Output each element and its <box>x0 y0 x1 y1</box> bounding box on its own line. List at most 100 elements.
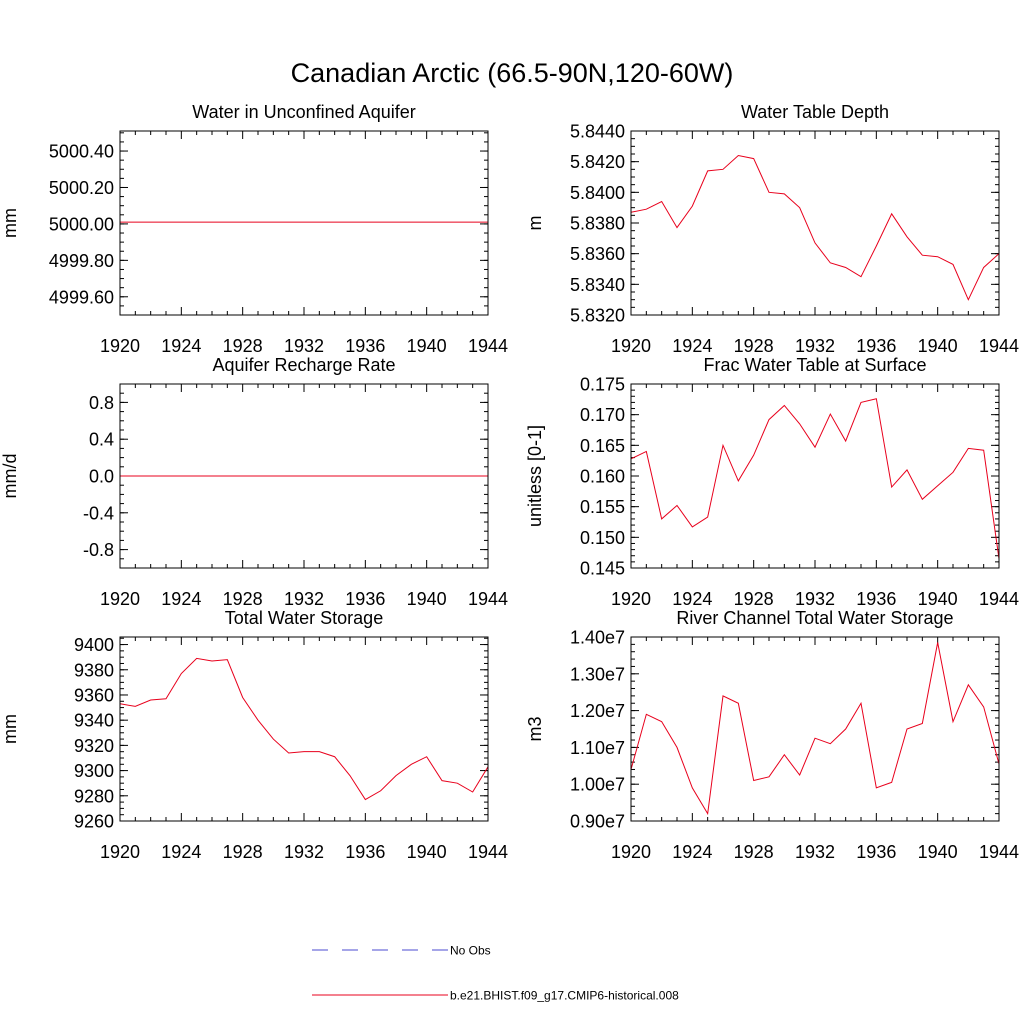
y-tick-label: 0.155 <box>580 497 625 517</box>
y-tick-label: 4999.60 <box>49 287 114 307</box>
x-tick-label: 1944 <box>468 842 508 862</box>
y-tick-label: 5.8340 <box>570 275 625 295</box>
y-tick-label: 0.8 <box>89 393 114 413</box>
y-tick-label: 1.30e7 <box>570 664 625 684</box>
plot-frame <box>119 130 489 316</box>
chart-panel: Water Table Depth m 5.8320 5.8340 5.8360 5.83… <box>525 102 1019 356</box>
y-tick-label: 9300 <box>74 761 114 781</box>
y-axis-label: m3 <box>525 716 545 741</box>
x-tick-label: 1940 <box>918 589 958 609</box>
y-tick-label: 5000.40 <box>49 142 114 162</box>
x-tick-label: 1940 <box>407 589 447 609</box>
y-tick-label: 5000.20 <box>49 178 114 198</box>
x-tick-label: 1924 <box>161 336 201 356</box>
x-tick-label: 1924 <box>161 589 201 609</box>
chart-title: Aquifer Recharge Rate <box>212 355 395 375</box>
y-tick-label: -0.8 <box>83 540 114 560</box>
x-tick-label: 1928 <box>223 842 263 862</box>
x-tick-label: 1936 <box>345 842 385 862</box>
x-tick-label: 1940 <box>918 842 958 862</box>
y-tick-label: 0.150 <box>580 528 625 548</box>
x-tick-label: 1920 <box>100 589 140 609</box>
x-tick-label: 1940 <box>918 336 958 356</box>
plot-frame <box>630 383 1000 569</box>
x-tick-label: 1928 <box>734 336 774 356</box>
x-tick-label: 1936 <box>856 842 896 862</box>
x-tick-label: 1920 <box>611 336 651 356</box>
y-axis-label: mm <box>0 208 20 238</box>
x-tick-label: 1920 <box>611 589 651 609</box>
plot-frame <box>119 383 489 569</box>
chart-panel: Total Water Storage mm 9260 9280 9300 9320 934… <box>0 608 508 862</box>
panels: Water in Unconfined Aquifer mm 4999.60 4999… <box>0 102 1019 862</box>
x-tick-label: 1936 <box>856 589 896 609</box>
y-tick-label: -0.4 <box>83 503 114 523</box>
x-tick-label: 1944 <box>979 589 1019 609</box>
x-tick-label: 1928 <box>223 336 263 356</box>
chart-panel: Aquifer Recharge Rate mm/d -0.8 -0.4 0.0 0.4 0… <box>0 355 508 609</box>
x-tick-label: 1944 <box>979 842 1019 862</box>
chart-title: River Channel Total Water Storage <box>676 608 953 628</box>
plot-frame <box>630 636 1000 822</box>
y-tick-label: 1.20e7 <box>570 701 625 721</box>
y-tick-label: 0.170 <box>580 405 625 425</box>
y-tick-label: 9360 <box>74 685 114 705</box>
y-axis-label: unitless [0-1] <box>525 425 545 527</box>
x-tick-label: 1924 <box>161 842 201 862</box>
chart-title: Frac Water Table at Surface <box>703 355 926 375</box>
chart-panel: Frac Water Table at Surface unitless [0-1… <box>525 355 1019 609</box>
x-tick-label: 1928 <box>734 589 774 609</box>
x-tick-label: 1936 <box>345 336 385 356</box>
x-tick-label: 1924 <box>672 336 712 356</box>
x-tick-label: 1920 <box>611 842 651 862</box>
x-tick-label: 1920 <box>100 336 140 356</box>
x-tick-label: 1932 <box>284 589 324 609</box>
x-tick-label: 1940 <box>407 336 447 356</box>
y-tick-label: 5.8400 <box>570 183 625 203</box>
x-tick-label: 1932 <box>284 842 324 862</box>
x-tick-label: 1932 <box>795 842 835 862</box>
chart-panel: River Channel Total Water Storage m3 0.90e… <box>525 608 1019 862</box>
y-axis-label: m <box>525 216 545 231</box>
y-tick-label: 0.0 <box>89 467 114 487</box>
y-tick-label: 5.8380 <box>570 214 625 234</box>
series-line <box>630 154 1000 301</box>
y-tick-label: 1.10e7 <box>570 738 625 758</box>
x-tick-label: 1924 <box>672 842 712 862</box>
y-tick-label: 9340 <box>74 711 114 731</box>
x-tick-label: 1932 <box>284 336 324 356</box>
y-tick-label: 9260 <box>74 812 114 832</box>
y-tick-label: 0.90e7 <box>570 812 625 832</box>
y-tick-label: 9320 <box>74 736 114 756</box>
chart-title: Water in Unconfined Aquifer <box>192 102 415 122</box>
y-tick-label: 5.8440 <box>570 122 625 142</box>
y-tick-label: 5.8420 <box>570 152 625 172</box>
series-line <box>630 642 1000 816</box>
x-tick-label: 1936 <box>856 336 896 356</box>
y-tick-label: 0.4 <box>89 430 114 450</box>
legend-label-no-obs: No Obs <box>450 944 491 958</box>
chart-panel: Water in Unconfined Aquifer mm 4999.60 4999… <box>0 102 508 356</box>
y-axis-label: mm <box>0 714 20 744</box>
y-tick-label: 4999.80 <box>49 251 114 271</box>
x-tick-label: 1932 <box>795 589 835 609</box>
legend-label-model: b.e21.BHIST.f09_g17.CMIP6-historical.008 <box>450 989 679 1003</box>
x-tick-label: 1944 <box>468 589 508 609</box>
y-tick-label: 1.40e7 <box>570 628 625 648</box>
y-tick-label: 0.145 <box>580 559 625 579</box>
chart-title: Total Water Storage <box>225 608 383 628</box>
x-tick-label: 1928 <box>223 589 263 609</box>
chart-title: Water Table Depth <box>741 102 889 122</box>
y-tick-label: 5000.00 <box>49 214 114 234</box>
x-tick-label: 1944 <box>468 336 508 356</box>
y-tick-label: 5.8360 <box>570 244 625 264</box>
x-tick-label: 1928 <box>734 842 774 862</box>
x-tick-label: 1940 <box>407 842 447 862</box>
y-tick-label: 0.160 <box>580 467 625 487</box>
x-tick-label: 1944 <box>979 336 1019 356</box>
plot-frame <box>119 636 489 822</box>
x-tick-label: 1920 <box>100 842 140 862</box>
x-tick-label: 1936 <box>345 589 385 609</box>
